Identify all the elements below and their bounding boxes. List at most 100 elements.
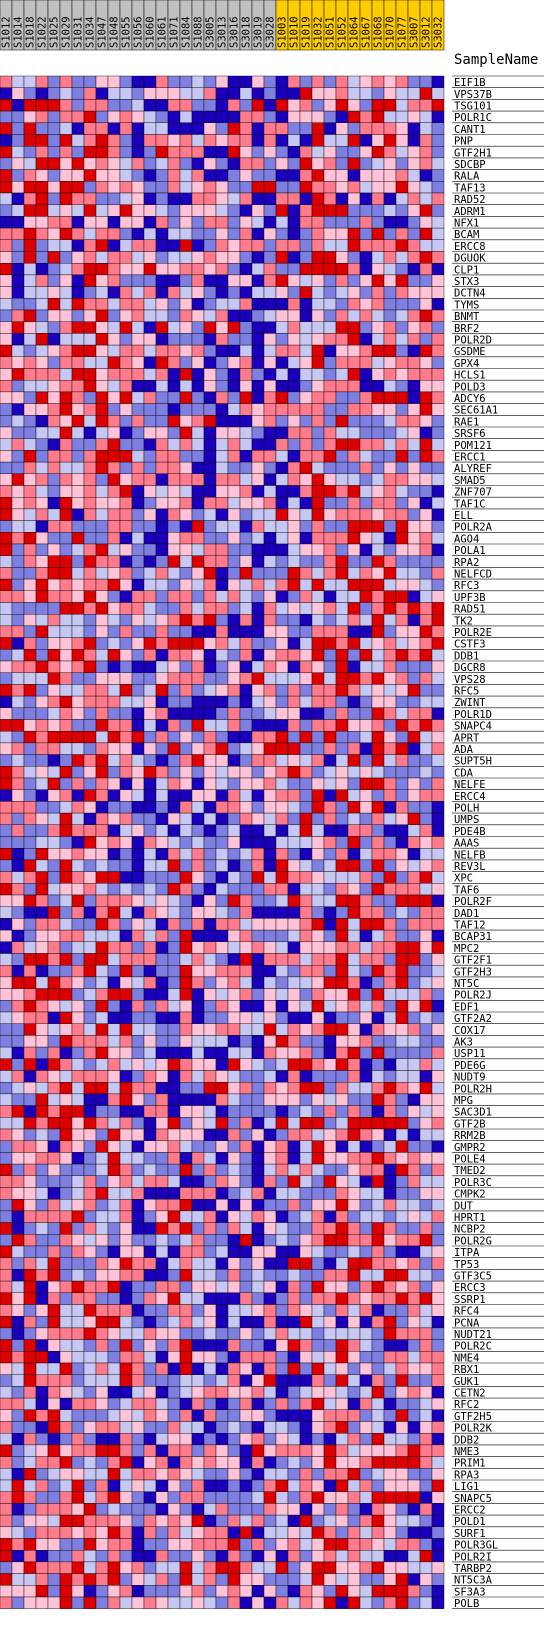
heatmap-cell — [11, 929, 25, 942]
heatmap-cell — [23, 461, 37, 475]
heatmap-cell — [71, 1152, 85, 1165]
heatmap-cell — [407, 122, 421, 135]
heatmap-cell — [419, 1093, 433, 1106]
heatmap-cell — [95, 1503, 109, 1516]
heatmap-cell — [419, 719, 433, 732]
heatmap-cell — [347, 766, 361, 779]
heatmap-cell — [263, 602, 277, 615]
heatmap-cell — [59, 1538, 73, 1551]
heatmap-cell — [287, 1234, 301, 1247]
heatmap-cell — [215, 1468, 229, 1481]
heatmap-cell — [0, 883, 13, 896]
heatmap-cell — [383, 976, 397, 989]
heatmap-cell — [131, 1187, 145, 1200]
heatmap-cell — [71, 473, 85, 486]
heatmap-cell — [359, 403, 373, 416]
heatmap-cell — [95, 812, 109, 825]
heatmap-cell — [35, 965, 49, 978]
heatmap-cell — [35, 110, 49, 123]
heatmap-cell — [263, 1140, 277, 1153]
heatmap-cell — [119, 1479, 133, 1492]
heatmap-cell — [59, 1421, 73, 1434]
heatmap-cell — [275, 1011, 289, 1024]
heatmap-cell — [155, 941, 169, 954]
heatmap-cell — [131, 906, 145, 919]
heatmap-cell — [179, 824, 193, 837]
heatmap-cell — [155, 1339, 169, 1352]
heatmap-cell — [275, 192, 289, 205]
heatmap-cell — [227, 75, 241, 88]
heatmap-cell — [0, 684, 13, 697]
heatmap-cell — [287, 1386, 301, 1399]
heatmap-cell — [311, 122, 325, 135]
heatmap-cell — [215, 1421, 229, 1434]
heatmap-cell — [35, 403, 49, 416]
heatmap-cell — [95, 1421, 109, 1434]
heatmap-cell — [215, 450, 229, 463]
heatmap-cell — [287, 1140, 301, 1153]
heatmap-cell — [371, 801, 385, 814]
heatmap-cell — [371, 1468, 385, 1481]
heatmap-cell — [179, 344, 193, 358]
heatmap-cell — [227, 1152, 241, 1165]
heatmap-cell — [323, 871, 337, 884]
heatmap-cell — [311, 1491, 325, 1504]
heatmap-cell — [119, 1187, 133, 1200]
heatmap-cell — [263, 1234, 277, 1247]
heatmap-cell — [323, 894, 337, 907]
heatmap-cell — [383, 1549, 397, 1563]
heatmap-cell — [227, 637, 241, 650]
heatmap-cell — [323, 1070, 337, 1083]
heatmap-cell — [203, 450, 217, 463]
heatmap-cell — [383, 625, 397, 638]
heatmap-cell — [215, 731, 229, 744]
heatmap-cell — [371, 403, 385, 416]
heatmap-cell — [299, 450, 313, 463]
heatmap-cell — [287, 766, 301, 779]
heatmap-cell — [83, 1374, 97, 1387]
heatmap-cell — [287, 1000, 301, 1013]
heatmap-cell — [251, 742, 265, 755]
heatmap-cell — [95, 1386, 109, 1399]
heatmap-cell — [359, 485, 373, 498]
heatmap-cell — [371, 777, 385, 790]
heatmap-cell — [407, 1210, 421, 1223]
heatmap-cell — [95, 75, 109, 88]
heatmap-cell — [299, 438, 313, 451]
heatmap-cell — [311, 1070, 325, 1083]
heatmap-cell — [311, 742, 325, 755]
heatmap-cell — [35, 356, 49, 369]
heatmap-cell — [35, 649, 49, 662]
heatmap-cell — [227, 134, 241, 147]
heatmap-cell — [143, 1315, 157, 1329]
heatmap-cell — [131, 1315, 145, 1329]
heatmap-cell — [347, 508, 361, 521]
heatmap-cell — [323, 461, 337, 475]
heatmap-cell — [167, 929, 181, 942]
heatmap-cell — [107, 1327, 121, 1340]
heatmap-cell — [155, 368, 169, 381]
heatmap-cell — [131, 380, 145, 393]
heatmap-cell — [11, 426, 25, 439]
heatmap-cell — [299, 590, 313, 603]
heatmap-cell — [0, 1526, 13, 1539]
heatmap-cell — [155, 110, 169, 123]
heatmap-cell — [95, 1432, 109, 1446]
heatmap-cell — [83, 380, 97, 393]
heatmap-cell — [419, 181, 433, 194]
heatmap-cell — [371, 75, 385, 88]
heatmap-cell — [359, 625, 373, 638]
heatmap-cell — [179, 660, 193, 673]
heatmap-cell — [203, 637, 217, 650]
heatmap-cell — [47, 871, 61, 884]
heatmap-cell — [47, 321, 61, 334]
heatmap-cell — [335, 1046, 349, 1059]
heatmap-cell — [203, 1000, 217, 1013]
heatmap-cell — [263, 941, 277, 954]
heatmap-cell — [215, 567, 229, 580]
heatmap-cell — [275, 181, 289, 194]
heatmap-cell — [275, 110, 289, 123]
heatmap-cell — [263, 251, 277, 264]
heatmap-cell — [0, 719, 13, 732]
heatmap-cell — [131, 602, 145, 615]
